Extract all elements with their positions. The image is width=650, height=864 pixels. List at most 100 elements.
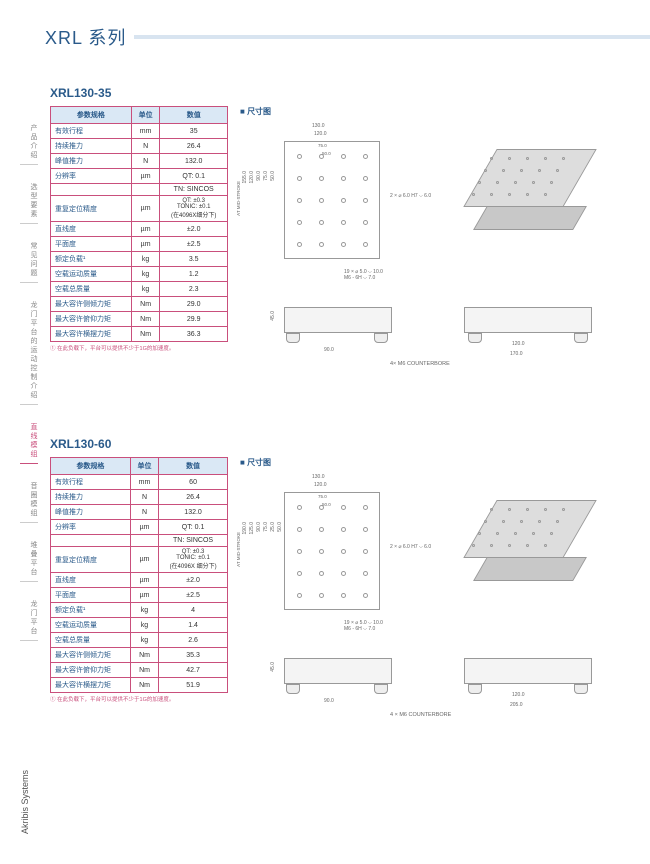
table-cell: µm (130, 573, 158, 588)
product-title: XRL130-60 (50, 437, 630, 451)
counterbore-label: 4× M6 COUNTERBORE (390, 361, 450, 367)
hole-icon (363, 527, 368, 532)
table-row: 最大容许俯仰力矩Nm42.7 (51, 663, 228, 678)
hole-icon (520, 169, 523, 172)
table-cell: 最大容许侧倾力矩 (51, 297, 132, 312)
table-cell: µm (131, 237, 160, 252)
table-row: 最大容许侧倾力矩Nm35.3 (51, 648, 228, 663)
table-cell: 132.0 (160, 154, 228, 169)
table-cell: kg (130, 618, 158, 633)
side-view (284, 307, 392, 333)
table-row: TN: SINCOS (51, 184, 228, 196)
table-row: 最大容许横摆力矩Nm51.9 (51, 678, 228, 693)
top-view (284, 492, 380, 610)
hole-icon (319, 198, 324, 203)
table-row: 分辨率µmQT: 0.1 (51, 169, 228, 184)
hole-icon (472, 193, 475, 196)
hole-icon (341, 505, 346, 510)
foot-icon (574, 333, 588, 343)
table-row: 空载运动质量kg1.2 (51, 267, 228, 282)
hole-icon (297, 527, 302, 532)
table-cell: 26.4 (160, 139, 228, 154)
dim-label: 25.0 (270, 522, 276, 532)
spec-table: 参数规格单位数值有效行程mm35持续推力N26.4峰值推力N132.0分辨率µm… (50, 106, 228, 342)
table-cell: 平面度 (51, 588, 131, 603)
table-cell: QT: ±0.3 TONIC: ±0.1 (在4096X 细分下) (159, 547, 228, 573)
hole-icon (562, 157, 565, 160)
hole-icon (297, 176, 302, 181)
table-cell: kg (130, 603, 158, 618)
hole-icon (341, 571, 346, 576)
hole-icon (550, 532, 553, 535)
dim-label: 130.0 (312, 123, 325, 129)
foot-icon (574, 684, 588, 694)
dim-label: 120.0 (512, 692, 525, 698)
footnote: ① 在此负载下，平台可以提供不少于1G的加速度。 (50, 695, 228, 703)
hole-icon (297, 571, 302, 576)
sidebar-item[interactable]: 龙门平台的运动控制介绍 (20, 297, 38, 405)
table-cell: TN: SINCOS (159, 535, 228, 547)
hole-icon (544, 544, 547, 547)
table-row: 平面度µm±2.5 (51, 588, 228, 603)
hole-icon (550, 181, 553, 184)
sidebar-item[interactable]: 产品介绍 (20, 120, 38, 165)
sidebar-item[interactable]: 堆叠平台 (20, 537, 38, 582)
dim-label: 75.0 (263, 171, 269, 181)
table-cell: 空载总质量 (51, 282, 132, 297)
sidebar-item[interactable]: 选型要素 (20, 179, 38, 224)
hole-icon (544, 508, 547, 511)
hole-icon (526, 193, 529, 196)
table-cell: Nm (130, 678, 158, 693)
table-header: 数值 (159, 458, 228, 475)
dim-title: 尺寸图 (240, 106, 630, 117)
hole-icon (478, 181, 481, 184)
hole-icon (297, 549, 302, 554)
table-cell: 1.4 (159, 618, 228, 633)
hole-icon (478, 532, 481, 535)
hole-icon (319, 527, 324, 532)
table-row: 额定负载¹kg3.5 (51, 252, 228, 267)
table-cell: 60 (159, 475, 228, 490)
table-cell: ±2.0 (159, 573, 228, 588)
sidebar-item[interactable]: 直线模组 (20, 419, 38, 464)
header-rule (134, 35, 650, 39)
hole-icon (544, 157, 547, 160)
hole-icon (490, 193, 493, 196)
hole-icon (341, 527, 346, 532)
dim-label: 75.0 (263, 522, 269, 532)
table-cell: Nm (131, 327, 160, 342)
sidebar-item[interactable]: 音圈模组 (20, 478, 38, 523)
dim-label: 120.0 (512, 341, 525, 347)
hole-icon (508, 544, 511, 547)
table-row: 空载运动质量kg1.4 (51, 618, 228, 633)
hole-icon (319, 549, 324, 554)
table-cell: 持续推力 (51, 139, 132, 154)
table-cell: 29.0 (160, 297, 228, 312)
hole-icon (502, 169, 505, 172)
page-title: XRL 系列 (45, 24, 134, 50)
dim-label: 90.0 (324, 347, 334, 353)
table-cell: µm (130, 547, 158, 573)
hole-icon (538, 520, 541, 523)
table-row: 峰值推力N132.0 (51, 154, 228, 169)
dim-label: 50.0 (322, 151, 331, 156)
table-cell: 空载总质量 (51, 633, 131, 648)
thread-callout: 2 × ⌀ 6.0 H7 ⌵ 6.0 (390, 544, 431, 550)
sidebar-item[interactable]: 龙门平台 (20, 596, 38, 641)
table-cell: 26.4 (159, 490, 228, 505)
table-row: TN: SINCOS (51, 535, 228, 547)
sidebar-item[interactable]: 常见问题 (20, 238, 38, 283)
table-cell: 峰值推力 (51, 505, 131, 520)
dim-label: 50.0 (270, 171, 276, 181)
hole-icon (526, 544, 529, 547)
spec-table: 参数规格单位数值有效行程mm60持续推力N26.4峰值推力N132.0分辨率µm… (50, 457, 228, 693)
table-cell: Nm (130, 663, 158, 678)
foot-icon (468, 684, 482, 694)
table-cell: 重复定位精度 (51, 196, 132, 222)
footnote: ① 在此负载下，平台可以提供不少于1G的加速度。 (50, 344, 228, 352)
table-cell: 3.5 (160, 252, 228, 267)
hole-icon (297, 154, 302, 159)
product-section: XRL130-60参数规格单位数值有效行程mm60持续推力N26.4峰值推力N1… (50, 437, 630, 752)
hole-icon (297, 505, 302, 510)
hole-icon (520, 520, 523, 523)
